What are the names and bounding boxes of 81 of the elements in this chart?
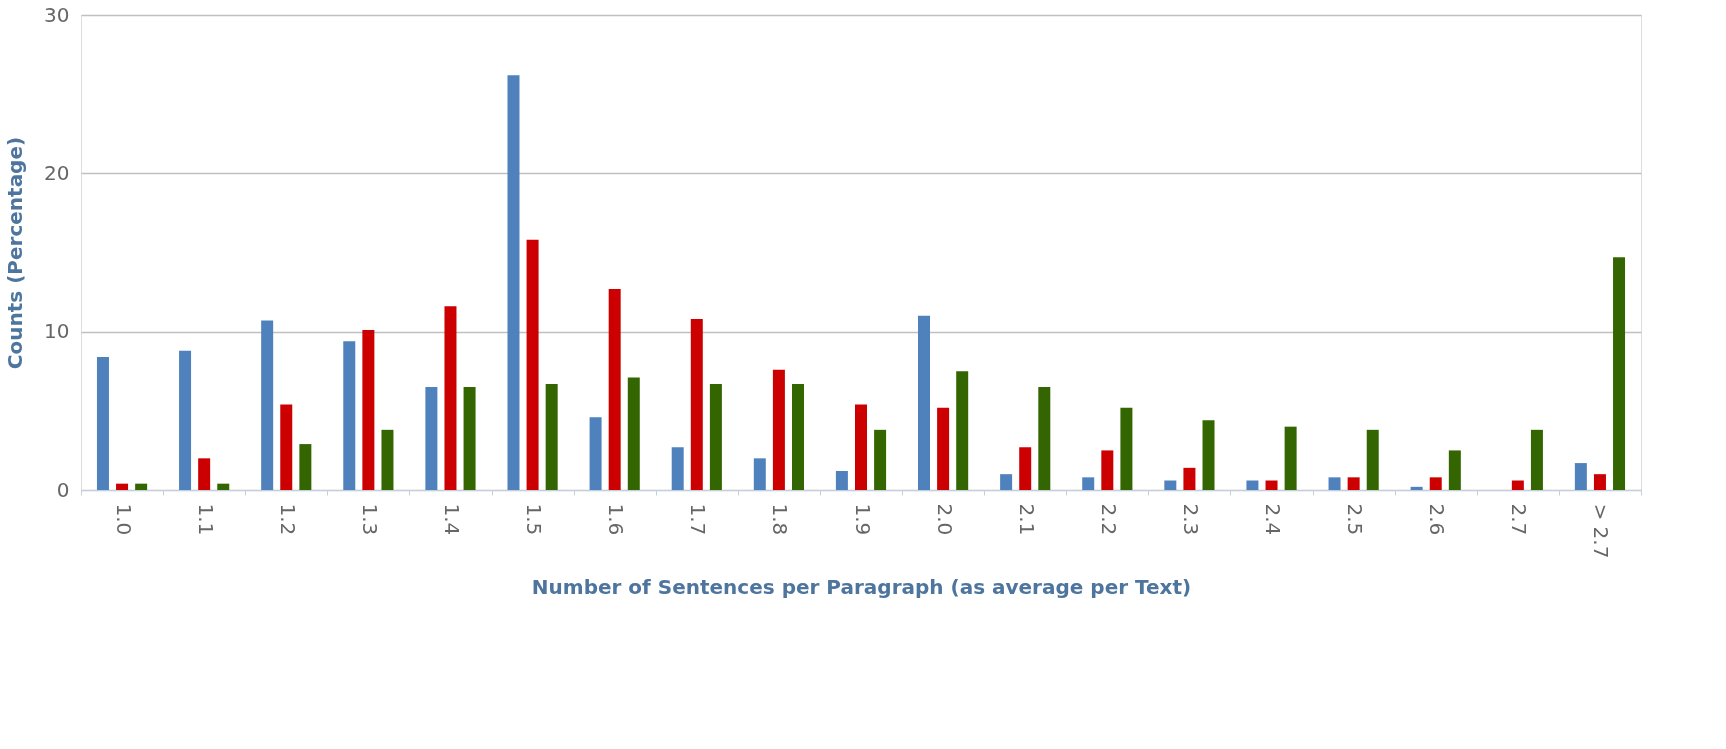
bar <box>772 369 785 490</box>
x-tick-label: 2.3 <box>1178 503 1203 536</box>
x-tick-label: 1.7 <box>686 503 711 536</box>
bar <box>362 330 375 490</box>
bar <box>709 383 722 490</box>
bar <box>1038 387 1051 490</box>
bar <box>96 357 109 490</box>
bar <box>608 288 621 490</box>
x-tick-label: 1.4 <box>439 503 464 536</box>
bar <box>791 383 804 490</box>
bar <box>1120 407 1133 490</box>
bar <box>627 377 640 490</box>
bar <box>956 371 969 490</box>
x-tick-label: 1.9 <box>850 503 875 536</box>
bar <box>1246 480 1259 490</box>
bar <box>381 429 394 490</box>
bar <box>526 239 539 490</box>
x-tick-label: 2.1 <box>1014 503 1039 536</box>
x-tick-label: 1.3 <box>357 503 382 536</box>
bar <box>507 75 520 490</box>
bar <box>179 350 192 490</box>
bar <box>1328 477 1341 490</box>
bar <box>1448 450 1461 490</box>
y-tick-label: 30 <box>44 2 70 27</box>
bar <box>1284 426 1297 490</box>
bar <box>217 483 230 490</box>
bar <box>690 319 703 490</box>
x-tick-label: 1.5 <box>522 503 547 536</box>
bar <box>1082 477 1095 490</box>
x-tick-label: 2.0 <box>932 503 957 536</box>
bar <box>753 458 766 490</box>
y-tick-label: 20 <box>44 160 70 185</box>
x-axis-title: Number of Sentences per Paragraph (as average per Text) <box>531 575 1192 600</box>
x-tick-label: 1.2 <box>275 503 300 536</box>
bar <box>874 429 887 490</box>
bar <box>198 458 211 490</box>
bar <box>1202 420 1215 490</box>
bar <box>1574 463 1587 490</box>
x-tick-label: 1.1 <box>193 503 218 536</box>
x-tick-label: 2.2 <box>1096 503 1121 536</box>
x-tick-label: 2.4 <box>1261 503 1286 536</box>
y-tick-label: 0 <box>56 477 70 502</box>
bar <box>671 447 684 490</box>
bar <box>545 383 558 490</box>
bar <box>1101 450 1114 490</box>
x-tick-label: 2.6 <box>1425 503 1450 536</box>
bar <box>280 404 293 490</box>
bar <box>1000 474 1013 490</box>
x-tick-label: 1.6 <box>604 503 629 536</box>
bar <box>135 483 148 490</box>
bar <box>835 471 848 490</box>
x-tick-label: 1.0 <box>111 503 136 536</box>
bar <box>1366 429 1379 490</box>
bar <box>1613 257 1626 490</box>
bar <box>299 444 312 490</box>
bar <box>589 417 602 490</box>
x-tick-label: 2.5 <box>1343 503 1368 536</box>
bar <box>1429 477 1442 490</box>
bar <box>343 341 356 490</box>
x-tick-label: 2.7 <box>1507 503 1532 536</box>
bar <box>1265 480 1278 490</box>
bar <box>1183 467 1196 490</box>
bar <box>463 387 476 490</box>
bar <box>261 320 274 490</box>
bar <box>444 306 457 490</box>
bar <box>937 407 950 490</box>
bar <box>116 483 129 490</box>
bar <box>1347 477 1360 490</box>
bar <box>1019 447 1032 490</box>
bar <box>918 315 931 490</box>
y-axis-title: Counts (Percentage) <box>3 136 28 370</box>
bar <box>425 387 438 490</box>
bar <box>855 404 867 490</box>
bar <box>1511 480 1524 490</box>
bar <box>1164 480 1177 490</box>
bar <box>1410 486 1423 490</box>
y-tick-label: 10 <box>44 319 70 344</box>
x-tick-label: 1.8 <box>768 503 793 536</box>
bar <box>1593 474 1606 490</box>
bar <box>1530 429 1543 490</box>
x-tick-label: > 2.7 <box>1589 503 1614 559</box>
